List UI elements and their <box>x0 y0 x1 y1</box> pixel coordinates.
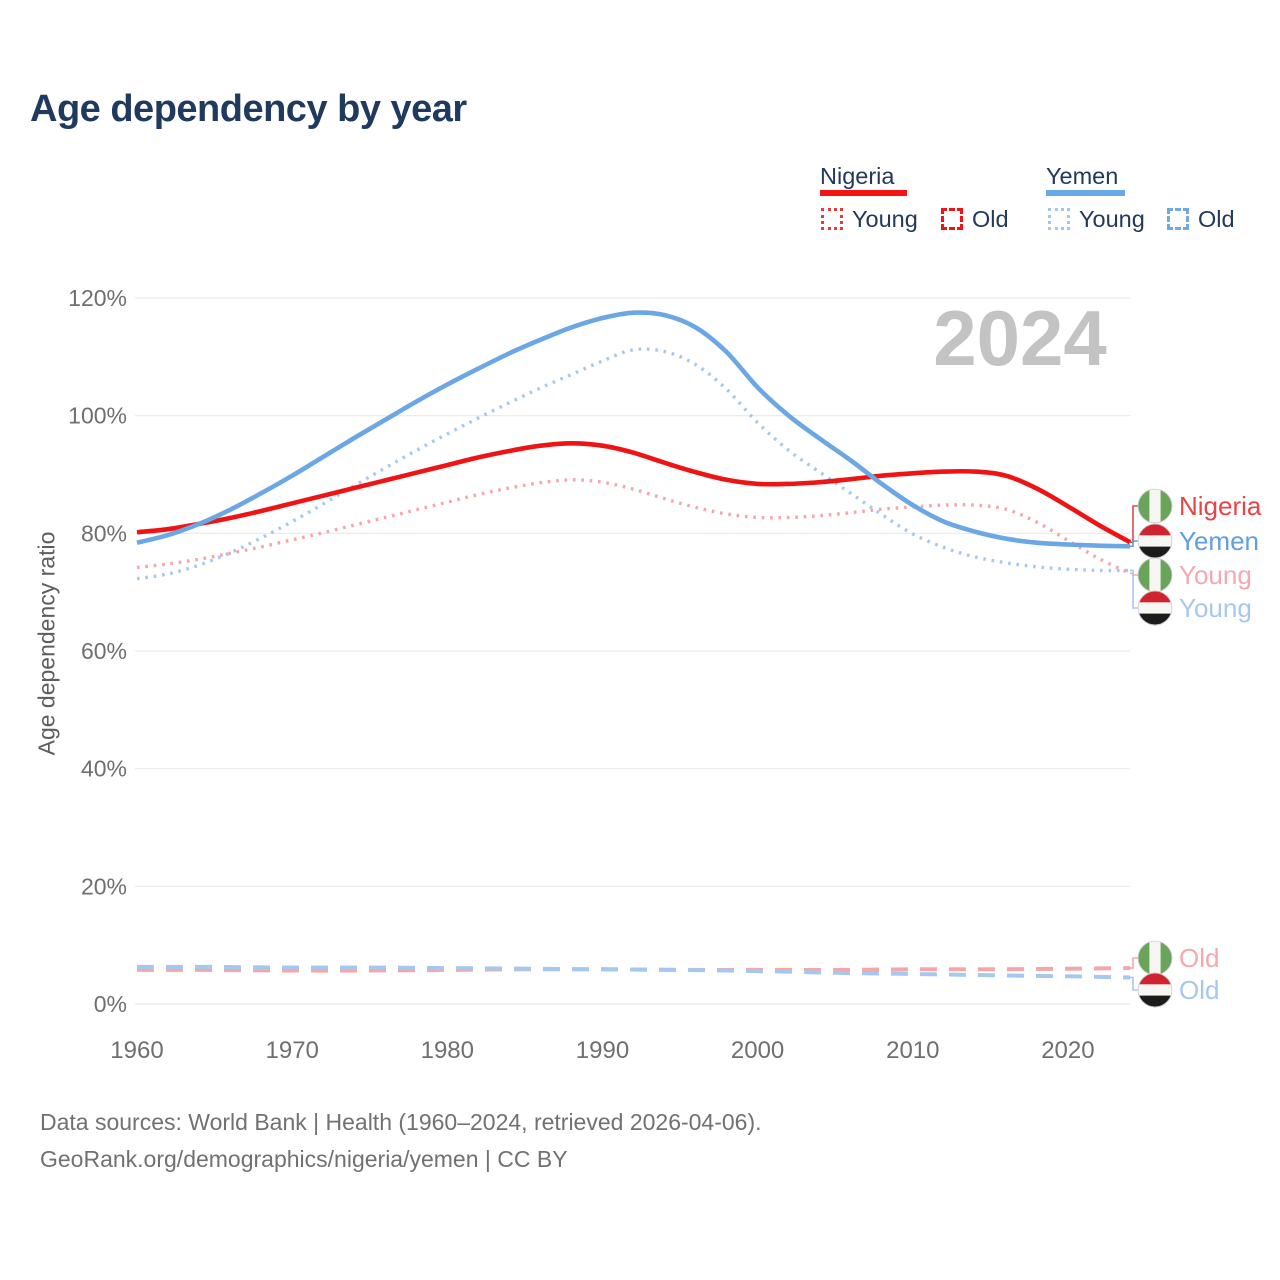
end-label-nigeria-old: Old <box>1137 940 1219 976</box>
footer: Data sources: World Bank | Health (1960–… <box>40 1104 762 1178</box>
footer-sources: Data sources: World Bank | Health (1960–… <box>40 1109 762 1135</box>
connector-yemen-young <box>1130 569 1138 609</box>
y-tick-120: 120% <box>68 285 127 311</box>
yemen-young-line[interactable] <box>136 347 1131 581</box>
legend-yemen-young-label[interactable]: Young <box>1079 206 1145 232</box>
nigeria-flag-icon <box>1137 940 1173 976</box>
end-label-text: Young <box>1179 592 1252 623</box>
y-tick-20: 20% <box>81 873 127 899</box>
x-tick-2020: 2020 <box>1041 1037 1094 1064</box>
x-tick-1990: 1990 <box>576 1037 629 1064</box>
end-label-yemen-young: Young <box>1137 590 1252 626</box>
legend-nigeria-young-swatch[interactable] <box>821 208 843 230</box>
footer-link: GeoRank.org/demographics/nigeria/yemen |… <box>40 1146 568 1172</box>
legend-nigeria-old-label[interactable]: Old <box>972 206 1009 232</box>
end-label-nigeria-nigeria: Nigeria <box>1137 488 1261 524</box>
legend-nigeria-young-label[interactable]: Young <box>852 206 918 232</box>
legend-nigeria-label[interactable]: Nigeria <box>820 163 895 189</box>
end-label-nigeria-young: Young <box>1137 557 1252 593</box>
x-tick-2000: 2000 <box>731 1037 784 1064</box>
nigeria-flag-icon <box>1137 488 1173 524</box>
end-label-text: Young <box>1179 559 1252 590</box>
end-label-text: Nigeria <box>1179 490 1262 521</box>
x-tick-2010: 2010 <box>886 1037 939 1064</box>
y-tick-80: 80% <box>81 520 127 546</box>
end-label-text: Old <box>1179 974 1220 1005</box>
y-tick-40: 40% <box>81 756 127 782</box>
y-axis-title: Age dependency ratio <box>33 531 60 756</box>
connector-yemen-old <box>1130 976 1138 991</box>
legend-nigeria-underline <box>820 190 907 196</box>
legend-nigeria-old-swatch[interactable] <box>941 208 963 230</box>
x-tick-1970: 1970 <box>266 1037 319 1064</box>
y-tick-0: 0% <box>94 991 127 1017</box>
end-label-yemen-old: Old <box>1137 972 1219 1008</box>
end-label-text: Old <box>1179 942 1220 973</box>
x-tick-1980: 1980 <box>421 1037 474 1064</box>
watermark-year: 2024 <box>933 294 1107 382</box>
y-tick-60: 60% <box>81 638 127 664</box>
yemen-total-line[interactable] <box>136 310 1131 549</box>
yemen-old-line[interactable] <box>136 964 1131 980</box>
end-label-text: Yemen <box>1179 525 1259 556</box>
yemen-flag-icon <box>1137 590 1173 626</box>
y-tick-100: 100% <box>68 403 127 429</box>
yemen-flag-icon <box>1137 523 1173 559</box>
legend-yemen-young-swatch[interactable] <box>1048 208 1070 230</box>
x-tick-1960: 1960 <box>110 1037 163 1064</box>
connector-nigeria-old <box>1130 957 1138 969</box>
nigeria-flag-icon <box>1137 557 1173 593</box>
legend-yemen-old-label[interactable]: Old <box>1198 206 1235 232</box>
legend-yemen-old-swatch[interactable] <box>1167 208 1189 230</box>
nigeria-young-line[interactable] <box>136 478 1131 575</box>
page-title: Age dependency by year <box>30 88 467 130</box>
end-label-yemen-yemen: Yemen <box>1137 523 1259 559</box>
connector-nigeria-nigeria <box>1130 505 1138 543</box>
connector-yemen-yemen <box>1130 540 1138 548</box>
legend-yemen-label[interactable]: Yemen <box>1046 163 1119 189</box>
nigeria-total-line[interactable] <box>136 440 1132 545</box>
legend-yemen-underline <box>1046 190 1125 196</box>
yemen-flag-icon <box>1137 972 1173 1008</box>
